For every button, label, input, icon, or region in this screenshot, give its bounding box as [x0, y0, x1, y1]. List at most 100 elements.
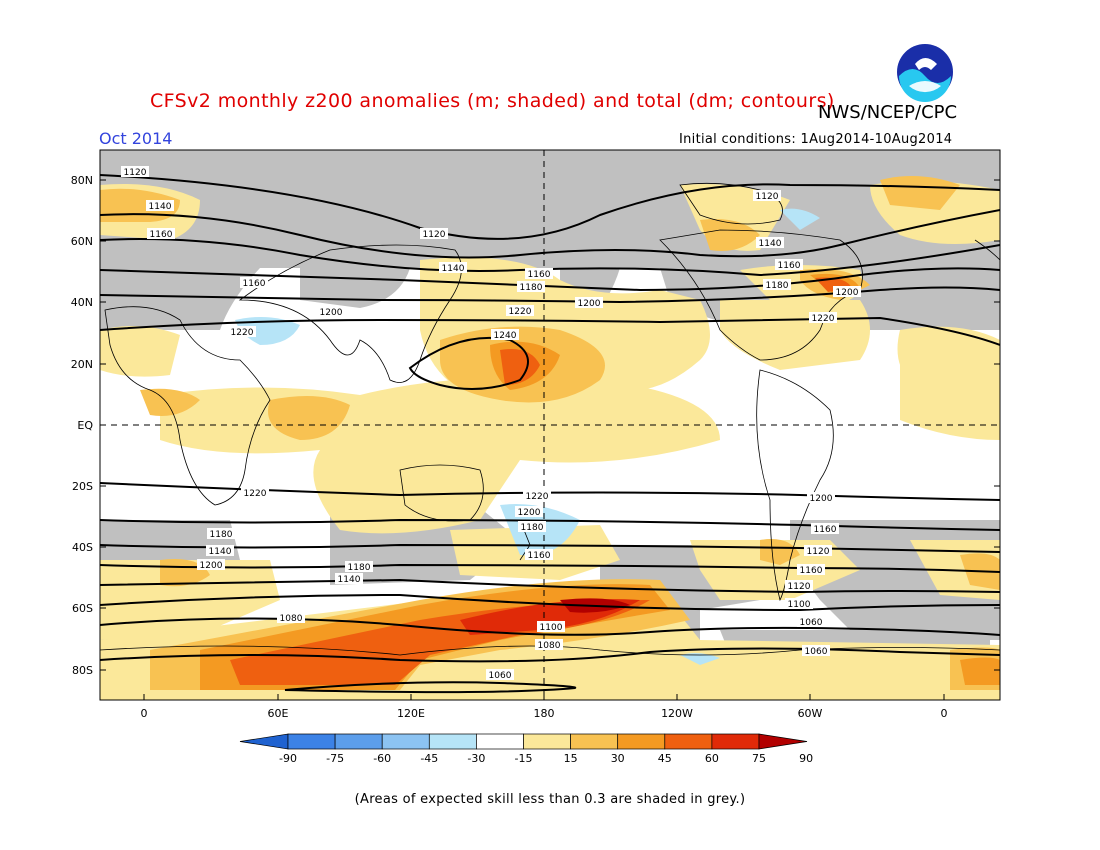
svg-text:1060: 1060 — [805, 647, 828, 657]
svg-text:1160: 1160 — [814, 525, 837, 535]
svg-text:1180: 1180 — [766, 281, 789, 291]
colorbar-tick-label: -15 — [515, 752, 533, 765]
valid-month-label: Oct 2014 — [99, 129, 173, 148]
svg-text:1120: 1120 — [807, 547, 830, 557]
contour-label: 1060 — [797, 616, 825, 628]
lon-label-180: 180 — [534, 707, 555, 720]
longitude-ticks — [143, 694, 945, 700]
svg-text:1140: 1140 — [209, 547, 232, 557]
colorbar-swatch — [664, 733, 713, 750]
map-frame — [99, 149, 1001, 701]
colorbar-tick-label: -75 — [326, 752, 344, 765]
contour-label: 1080 — [277, 612, 305, 624]
svg-text:1080: 1080 — [538, 641, 561, 651]
contour-label: 1180 — [207, 528, 235, 540]
contour-label: 1160 — [240, 277, 268, 289]
colorbar-swatch — [711, 733, 760, 750]
svg-text:1160: 1160 — [243, 279, 266, 289]
contour-label: 1200 — [833, 286, 861, 298]
contour-label: 1200 — [317, 306, 345, 318]
contour-label: 1140 — [439, 262, 467, 274]
svg-text:1140: 1140 — [149, 202, 172, 212]
contour-label: 1120 — [753, 190, 781, 202]
contour-label: 1180 — [518, 521, 546, 533]
lat-label-60s: 60S — [72, 602, 93, 615]
contour-label: 1180 — [517, 281, 545, 293]
contour-label: 1220 — [241, 487, 269, 499]
colorbar-swatch — [617, 733, 666, 750]
lat-label-40s: 40S — [72, 541, 93, 554]
height-contours — [100, 174, 1000, 694]
svg-text:1060: 1060 — [489, 671, 512, 681]
chart-title: CFSv2 monthly z200 anomalies (m; shaded)… — [150, 90, 835, 112]
colorbar-tick-label: 15 — [564, 752, 578, 765]
colorbar-tick-label: -90 — [279, 752, 297, 765]
colorbar-swatch — [476, 733, 524, 750]
colorbar-tick-label: 90 — [799, 752, 813, 765]
svg-text:1220: 1220 — [231, 328, 254, 338]
svg-text:1240: 1240 — [494, 331, 517, 341]
contour-label: 1120 — [420, 228, 448, 240]
latitude-ticks — [100, 179, 1000, 671]
footnote: (Areas of expected skill less than 0.3 a… — [354, 792, 746, 807]
svg-text:1220: 1220 — [244, 489, 267, 499]
svg-text:1120: 1120 — [756, 192, 779, 202]
contour-label: 1160 — [797, 564, 825, 576]
svg-text:1160: 1160 — [150, 230, 173, 240]
svg-text:1200: 1200 — [810, 494, 833, 504]
colorbar-arrow-left — [239, 733, 289, 750]
colorbar-swatch — [523, 733, 571, 750]
svg-text:1220: 1220 — [526, 492, 549, 502]
contour-label: 1200 — [575, 297, 603, 309]
svg-text:1220: 1220 — [812, 314, 835, 324]
colorbar-swatch — [334, 733, 383, 750]
colorbar-swatch — [570, 733, 619, 750]
lon-label-120e: 120E — [397, 707, 425, 720]
initial-conditions-label: Initial conditions: 1Aug2014-10Aug2014 — [679, 132, 953, 147]
svg-text:1180: 1180 — [210, 530, 233, 540]
colorbar-arrow-right — [758, 733, 808, 750]
colorbar-tick-label: 60 — [705, 752, 719, 765]
lat-label-60n: 60N — [71, 235, 93, 248]
contour-label: 1100 — [537, 621, 565, 633]
contour-label: 1220 — [809, 312, 837, 324]
svg-text:1140: 1140 — [442, 264, 465, 274]
svg-text:1100: 1100 — [788, 600, 811, 610]
colorbar-tick-label: 30 — [611, 752, 625, 765]
colorbar-tick-label: -60 — [373, 752, 391, 765]
svg-text:1140: 1140 — [759, 239, 782, 249]
colorbar-tick-label: 45 — [658, 752, 672, 765]
organization-label: NWS/NCEP/CPC — [818, 102, 958, 123]
coastlines — [100, 182, 1000, 656]
low-skill-shading — [100, 150, 1000, 665]
latitude-labels: 80N 60N 40N 20N EQ 20S 40S 60S 80S — [71, 174, 94, 677]
svg-text:1120: 1120 — [423, 230, 446, 240]
contour-label: 1140 — [206, 545, 234, 557]
contour-label: 1120 — [785, 580, 813, 592]
svg-text:1200: 1200 — [320, 308, 343, 318]
colorbar-tick-label: -45 — [420, 752, 438, 765]
svg-text:1160: 1160 — [528, 551, 551, 561]
contour-label: 1100 — [785, 598, 813, 610]
contour-labels: 1120 1140 1160 1120 1140 1160 1180 1200 … — [121, 166, 861, 681]
contour-label: 1180 — [763, 279, 791, 291]
contour-label: 1060 — [486, 669, 514, 681]
svg-text:1180: 1180 — [521, 523, 544, 533]
contour-label: 1140 — [756, 237, 784, 249]
contour-label: 1200 — [515, 506, 543, 518]
colorbar-swatch — [287, 733, 336, 750]
contour-label: 1200 — [807, 492, 835, 504]
contour-label: 1240 — [491, 329, 519, 341]
svg-text:1200: 1200 — [200, 561, 223, 571]
svg-text:1160: 1160 — [800, 566, 823, 576]
svg-text:1120: 1120 — [788, 582, 811, 592]
colorbar-swatch — [428, 733, 477, 750]
contour-label: 1160 — [811, 523, 839, 535]
contour-label: 1220 — [523, 490, 551, 502]
contour-label: 1220 — [228, 326, 256, 338]
contour-label: 1180 — [345, 561, 373, 573]
contour-label: 1140 — [146, 200, 174, 212]
colorbar-swatch — [381, 733, 430, 750]
